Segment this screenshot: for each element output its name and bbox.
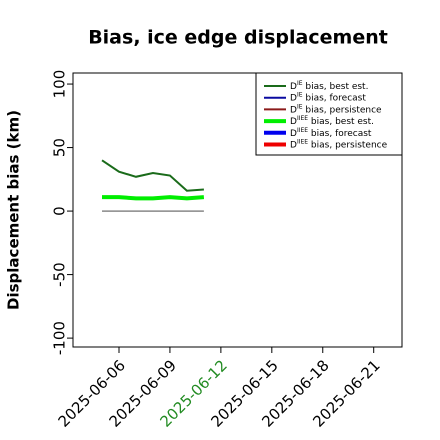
y-tick-label: 0 xyxy=(51,206,69,216)
legend-label: DIE bias, best est. xyxy=(290,80,368,92)
chart-title: Bias, ice edge displacement xyxy=(88,27,388,49)
legend-label: DIIEE bias, persistence xyxy=(290,138,388,150)
y-tick-label: 100 xyxy=(51,70,69,99)
legend-label: DIE bias, forecast xyxy=(290,91,366,103)
legend-label: DIIEE bias, forecast xyxy=(290,126,372,138)
series-line xyxy=(102,195,205,201)
legend-label: DIE bias, persistence xyxy=(290,103,382,115)
plot-frame xyxy=(72,72,403,348)
legend-label: DIIEE bias, best est. xyxy=(290,115,374,127)
y-axis-label: Displacement bias (km) xyxy=(5,110,23,310)
y-tick-label: 50 xyxy=(51,138,69,157)
series-line xyxy=(101,159,204,192)
y-tick-label: -50 xyxy=(51,262,69,287)
y-tick-label: -100 xyxy=(51,321,69,355)
